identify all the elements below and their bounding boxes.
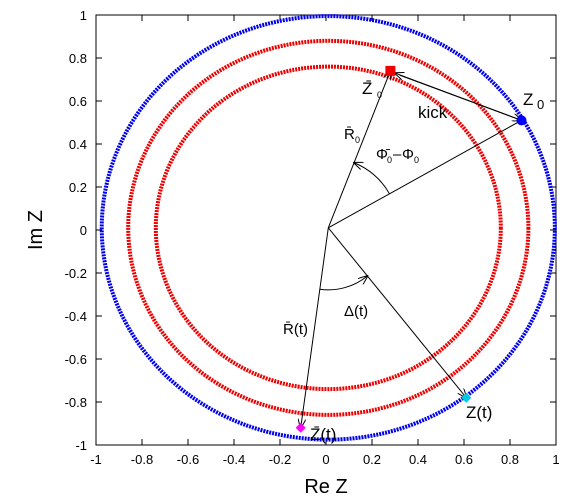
svg-text:0: 0 [537, 97, 544, 112]
y-tick-label: -0.6 [65, 352, 87, 367]
phi-label: Φ̄ 0 – Φ 0 [376, 146, 419, 165]
series-circle-0 [99, 14, 557, 442]
kick-label: kick [418, 103, 448, 122]
point-label-zbart: Z̄(t) [310, 425, 336, 444]
y-tick-label: 0.2 [69, 180, 87, 195]
svg-text:0: 0 [414, 155, 419, 165]
x-tick-label: -0.2 [269, 452, 291, 467]
svg-text:R̄: R̄ [344, 126, 355, 143]
point-Zbar0 [385, 65, 396, 76]
x-tick-label: -1 [90, 452, 102, 467]
ticks: -1 -0.8 -0.6 -0.4 -0.2 0 0.2 0.4 0.6 0.8 1 -1 -0.8 -0… [65, 8, 560, 467]
kick-arrow-reverse [399, 74, 522, 120]
point-Zbart [295, 422, 306, 433]
point-Z0 [516, 115, 527, 126]
point-label-z0: Z 0 [523, 90, 544, 112]
vector-r0 [327, 71, 390, 229]
point-label-zbar0: Z̄ 0 [362, 79, 382, 100]
arc-delta [319, 276, 368, 291]
x-tick-label: -0.8 [131, 452, 153, 467]
x-tick-label: 0.2 [363, 452, 381, 467]
svg-text:Z̄: Z̄ [362, 79, 372, 98]
y-tick-label: 0 [80, 223, 87, 238]
y-tick-label: -0.2 [65, 266, 87, 281]
y-axis-label: Im Z [25, 210, 47, 250]
svg-text:0: 0 [355, 135, 360, 145]
svg-text:0: 0 [387, 155, 392, 165]
arc-phi [354, 163, 390, 195]
svg-text:Φ̄: Φ̄ [376, 146, 390, 163]
y-tick-label: 0.4 [69, 137, 87, 152]
y-tick-label: -0.4 [65, 309, 87, 324]
delta-label: Δ(t) [344, 303, 368, 320]
vector-zt [327, 227, 466, 398]
y-tick-label: 0.6 [69, 94, 87, 109]
r0-label: R̄ 0 [344, 126, 360, 145]
points-group [295, 65, 527, 433]
x-tick-label: 0.8 [501, 452, 519, 467]
x-tick-label: 0 [322, 452, 329, 467]
series-group [99, 14, 557, 442]
x-tick-label: 0.4 [409, 452, 427, 467]
point-Zt [461, 392, 472, 403]
svg-text:Z: Z [523, 90, 533, 109]
y-tick-label: -1 [75, 438, 87, 453]
svg-text:–: – [393, 146, 402, 163]
x-tick-label: -0.6 [177, 452, 199, 467]
y-tick-label: -0.8 [65, 395, 87, 410]
svg-text:Φ: Φ [402, 146, 414, 163]
series-circle-2 [153, 64, 503, 392]
y-tick-label: 1 [80, 8, 87, 23]
x-axis-label: Re Z [304, 476, 347, 498]
vector-z0 [328, 119, 522, 229]
series-circle-1 [126, 38, 531, 417]
rt-label: R̄(t) [283, 321, 308, 338]
y-tick-label: 0.8 [69, 51, 87, 66]
svg-text:0: 0 [377, 90, 382, 100]
x-tick-label: -0.4 [223, 452, 245, 467]
x-tick-label: 1 [552, 452, 559, 467]
vectors-group [301, 71, 522, 428]
vector-rt [301, 227, 329, 428]
point-label-zt: Z(t) [466, 403, 492, 422]
x-tick-label: 0.6 [455, 452, 473, 467]
